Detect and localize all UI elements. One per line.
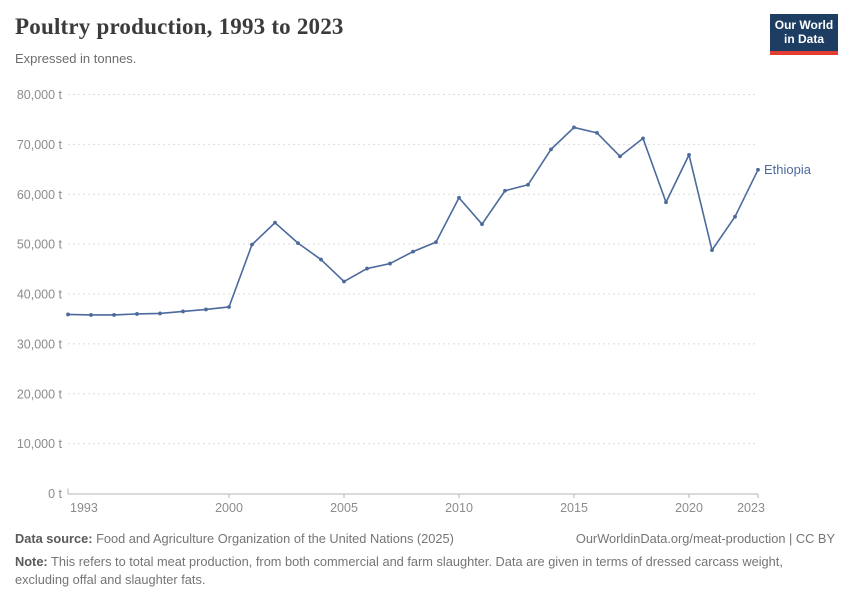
x-axis-tick-label: 2005 (330, 501, 358, 515)
data-point (89, 313, 93, 317)
data-point (158, 311, 162, 316)
data-point (664, 200, 668, 205)
owid-logo-line1: Our World (774, 18, 834, 32)
data-point (181, 309, 185, 314)
data-point (365, 266, 369, 271)
data-point (687, 152, 691, 157)
y-axis-tick-label: 40,000 t (17, 288, 63, 302)
data-point (641, 136, 645, 141)
data-point (618, 154, 622, 159)
data-source: Data source: Food and Agriculture Organi… (15, 531, 454, 546)
footer-note-text: This refers to total meat production, fr… (15, 554, 783, 587)
x-axis-tick-label: 2010 (445, 501, 473, 515)
y-axis-tick-label: 30,000 t (17, 337, 63, 351)
data-point (66, 312, 70, 317)
data-point (756, 167, 760, 172)
data-point (296, 241, 300, 246)
chart-subtitle: Expressed in tonnes. (15, 51, 137, 66)
footer-source-row: Data source: Food and Agriculture Organi… (15, 531, 835, 546)
y-axis-tick-label: 20,000 t (17, 387, 63, 401)
data-point (480, 222, 484, 227)
data-point (526, 182, 530, 187)
data-source-label: Data source: (15, 531, 93, 546)
footer-link[interactable]: OurWorldinData.org/meat-production | CC … (575, 531, 835, 546)
owid-logo-line2: in Data (783, 32, 824, 47)
footer-note: Note: This refers to total meat producti… (15, 553, 793, 589)
data-point (457, 195, 461, 200)
x-axis-tick-label: 2015 (560, 501, 588, 515)
y-axis-tick-label: 0 t (48, 487, 62, 501)
owid-logo: Our World in Data (770, 14, 838, 55)
data-point (112, 313, 116, 317)
data-point (204, 307, 208, 312)
x-axis-tick-label: 2020 (675, 501, 703, 515)
data-point (434, 240, 438, 245)
x-axis-tick-label: 1993 (70, 501, 98, 515)
ethiopia-line (67, 126, 759, 316)
y-axis-tick-label: 60,000 t (17, 188, 63, 202)
y-axis-tick-label: 50,000 t (17, 238, 63, 252)
data-point (503, 188, 507, 193)
data-point (710, 248, 714, 253)
data-point (411, 249, 415, 254)
chart-title: Poultry production, 1993 to 2023 (15, 14, 344, 39)
y-axis-tick-label: 80,000 t (17, 88, 63, 102)
data-point (250, 242, 254, 247)
x-axis-tick-label: 2000 (215, 501, 243, 515)
data-point (549, 147, 553, 152)
data-point (273, 220, 277, 225)
x-axis-tick-label: 2023 (737, 501, 765, 515)
data-point (388, 261, 392, 266)
data-point (342, 279, 346, 284)
y-axis-tick-label: 10,000 t (17, 437, 63, 451)
data-source-text: Food and Agriculture Organization of the… (92, 531, 454, 546)
data-point (135, 312, 139, 316)
data-point (319, 257, 323, 262)
data-point (733, 214, 737, 219)
footer-note-label: Note: (15, 554, 48, 569)
y-axis-tick-label: 70,000 t (17, 138, 63, 152)
data-point (595, 131, 599, 135)
entity-label[interactable]: Ethiopia (764, 162, 812, 177)
data-point (572, 125, 576, 130)
line-chart-canvas: 0 t 10,000 t 20,000 t 30,000 t 40,000 t 50,00… (17, 88, 812, 515)
data-point (227, 305, 231, 309)
